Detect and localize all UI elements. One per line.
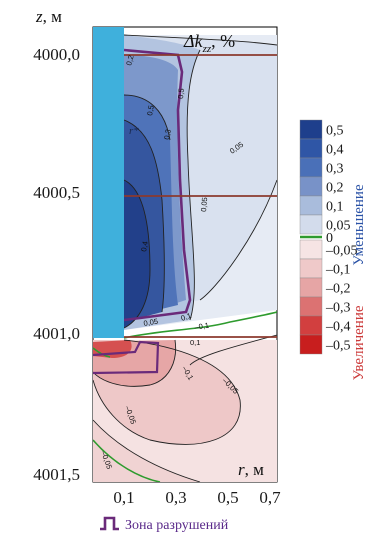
plot-title-symbol: Δk <box>183 31 204 51</box>
contour-value-label: 0,1 <box>190 338 200 347</box>
contour-value-label: 0,3 <box>162 129 173 141</box>
x-tick-label: 0,7 <box>259 488 281 507</box>
y-axis-var: z <box>35 7 43 26</box>
annotation-r-star: r* <box>129 125 139 137</box>
contour-line <box>123 94 171 141</box>
plot-title-unit: , % <box>211 31 235 51</box>
y-tick-label: 4000,5 <box>33 183 80 202</box>
colorbar-cell <box>299 239 323 260</box>
colorbar-cell <box>299 296 323 317</box>
colorbar-cell <box>299 334 323 355</box>
y-axis-unit: , м <box>43 7 63 26</box>
y-tick-label: 4001,5 <box>33 465 80 484</box>
contour-line <box>189 334 277 366</box>
field-neg-lowleft <box>93 420 200 482</box>
x-tick-label: 0,1 <box>113 488 134 507</box>
colorbar-cell <box>299 258 323 279</box>
borehole <box>93 27 124 338</box>
colorbar-level-label: 0,3 <box>326 162 344 177</box>
contour-value-label: 0,5 <box>176 88 186 99</box>
colorbar-level-label: 0,5 <box>326 124 344 139</box>
colorbar-level-label: –0,05 <box>325 244 358 259</box>
colorbar-level-label: 0,05 <box>326 219 351 234</box>
x-axis-var: r <box>238 460 245 479</box>
colorbar-cell <box>299 138 323 159</box>
x-tick-label: 0,5 <box>217 488 238 507</box>
colorbar-cell <box>299 315 323 336</box>
contour-value-label: 0,2 <box>124 54 135 66</box>
contour-line <box>199 179 277 301</box>
colorbar-level-label: 0,2 <box>326 181 344 196</box>
contour-line <box>123 119 165 313</box>
contour-value-label: 0,1 <box>180 311 193 323</box>
contour-value-label: 0,5 <box>145 105 156 117</box>
x-axis-label: r, м <box>238 460 264 479</box>
y-axis-label: z, м <box>35 7 62 26</box>
y-tick-label: 4001,0 <box>33 324 80 343</box>
contour-line <box>186 49 201 321</box>
colorbar-level-label: –0,1 <box>325 263 351 278</box>
contour-value-label: –0,1 <box>194 321 210 332</box>
damage-zone-outline <box>123 48 192 322</box>
contour-line <box>93 339 241 445</box>
colorbar-tick-labels: 0,5 0,4 0,3 0,2 0,1 0,050–0,05 –0,1 –0,2 –0,3 –0,… <box>325 124 358 354</box>
damage-zone-legend-label: Зона разрушений <box>125 518 229 533</box>
colorbar-level-label: 0,1 <box>326 200 344 215</box>
zero-contour <box>123 311 277 339</box>
x-axis-unit: , м <box>245 460 265 479</box>
colorbar-level-label: –0,3 <box>325 301 351 316</box>
contour-value-label: 0,05 <box>143 317 159 328</box>
colorbar-cell <box>299 119 323 140</box>
colorbar-cell <box>299 157 323 178</box>
colorbar-label-increase: Увеличение <box>351 305 367 380</box>
colorbar-level-label: 0 <box>326 231 333 246</box>
contour-value-label: 0,05 <box>199 197 209 212</box>
zero-contour <box>93 439 161 482</box>
colorbar <box>299 119 323 355</box>
contour-line <box>93 339 177 387</box>
plot-title-subscript: zz <box>202 43 212 55</box>
colorbar-cell <box>299 277 323 298</box>
damage-zone-outline-lower <box>93 340 160 375</box>
colorbar-level-label: –0,2 <box>325 282 351 297</box>
field-05 <box>124 180 150 328</box>
colorbar-level-label: –0,5 <box>325 339 351 354</box>
contour-line <box>123 34 277 46</box>
plot-title: Δkzz, % <box>183 31 235 55</box>
colorbar-cell <box>299 214 323 235</box>
damage-zone-legend-icon <box>100 516 119 531</box>
x-tick-label: 0,3 <box>165 488 186 507</box>
x-tick-labels: 0,1 0,3 0,5 0,7 <box>113 488 281 507</box>
colorbar-cell <box>299 176 323 197</box>
y-tick-label: 4000,0 <box>33 45 80 64</box>
colorbar-level-label: –0,4 <box>325 320 351 335</box>
colorbar-level-label: 0,4 <box>326 143 344 158</box>
colorbar-label-decrease: Уменьшение <box>351 184 367 266</box>
contour-line <box>123 179 151 329</box>
contour-line <box>93 419 201 482</box>
colorbar-cell <box>299 195 323 216</box>
y-tick-labels: 4000,0 4000,5 4001,0 4001,5 <box>33 45 80 484</box>
contour-value-label: 0,4 <box>139 241 150 253</box>
